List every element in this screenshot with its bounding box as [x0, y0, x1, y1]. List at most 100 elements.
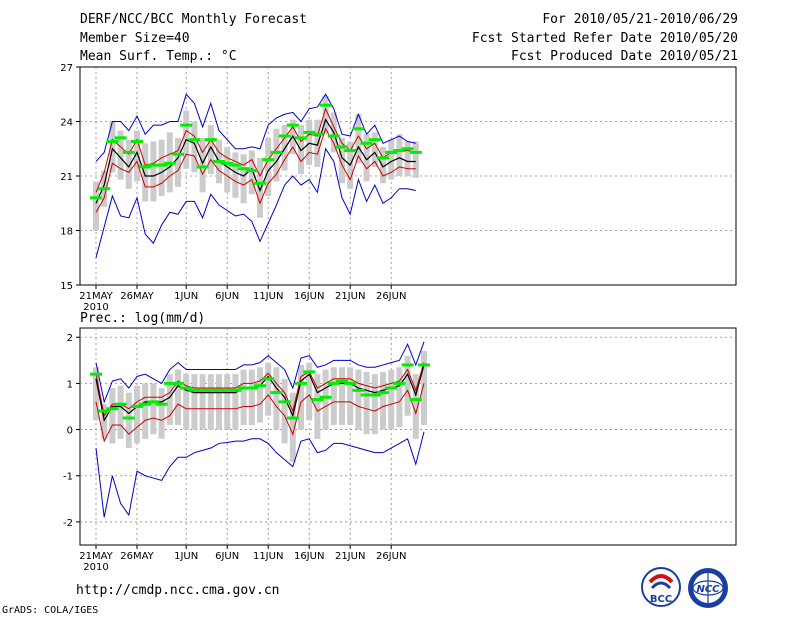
- spread-box: [142, 383, 149, 439]
- spread-box: [134, 130, 140, 182]
- x-tick-label: 21JUN: [335, 551, 365, 562]
- spread-box: [257, 157, 263, 218]
- spread-box: [125, 392, 132, 449]
- obs-marker: [98, 409, 111, 413]
- spread-box: [371, 374, 378, 435]
- obs-marker: [262, 377, 275, 381]
- spread-box: [339, 367, 345, 425]
- spread-box: [175, 369, 181, 425]
- spread-box: [363, 134, 370, 182]
- spread-box: [257, 367, 263, 423]
- obs-marker: [147, 163, 160, 167]
- max-line: [95, 93, 416, 162]
- y-tick-label: -2: [63, 518, 73, 529]
- spread-box: [158, 139, 165, 196]
- precip-panel-label: Prec.: log(mm/d): [80, 311, 206, 326]
- obs-marker: [311, 132, 324, 136]
- obs-marker: [221, 388, 234, 392]
- spread-box: [158, 388, 165, 439]
- obs-marker: [122, 416, 135, 420]
- obs-marker: [254, 181, 266, 185]
- x-tick-label: 16JUN: [294, 291, 324, 302]
- spread-box: [363, 371, 370, 435]
- start-date: Fcst Started Refer Date 2010/05/20: [471, 31, 738, 46]
- obs-marker: [344, 149, 357, 153]
- spread-box: [248, 369, 255, 425]
- obs-marker: [180, 386, 193, 390]
- min-line: [95, 431, 425, 518]
- spread-box: [150, 141, 157, 202]
- obs-marker: [180, 123, 193, 127]
- ncc-logo-text: NCC: [696, 584, 720, 595]
- x-tick-label: 11JUN: [253, 291, 283, 302]
- spread-box: [109, 388, 116, 444]
- obs-marker: [106, 407, 119, 411]
- grads-credit: GrADS: COLA/IGES: [2, 605, 99, 616]
- obs-marker: [352, 127, 365, 131]
- spread-box: [380, 146, 386, 184]
- spread-box: [109, 121, 116, 173]
- mean-line: [95, 118, 416, 204]
- y-tick-label: 1: [67, 379, 73, 390]
- spread-box: [355, 114, 362, 164]
- obs-marker: [131, 404, 143, 408]
- spread-box: [371, 132, 378, 167]
- obs-marker: [278, 400, 291, 404]
- spread-box: [339, 137, 345, 184]
- x-tick-label: 21JUN: [335, 291, 365, 302]
- obs-marker: [229, 388, 242, 392]
- spread-box: [298, 364, 304, 430]
- spread-box: [175, 137, 181, 187]
- lower-line: [95, 383, 425, 443]
- lower-line: [95, 127, 416, 213]
- ncc-logo: NCC: [688, 568, 728, 608]
- produced-date: Fcst Produced Date 2010/05/21: [511, 49, 738, 64]
- bcc-logo-text: BCC: [650, 594, 672, 605]
- obs-marker: [139, 402, 152, 406]
- x-tick-label: 26JUN: [376, 551, 406, 562]
- obs-marker: [409, 150, 422, 154]
- spread-box: [125, 139, 132, 189]
- spread-box: [142, 143, 149, 202]
- obs-marker: [360, 141, 373, 145]
- spread-box: [404, 141, 411, 176]
- variable-label: Mean Surf. Temp.: °C: [80, 49, 237, 64]
- obs-marker: [327, 134, 340, 138]
- obs-marker: [122, 150, 135, 154]
- spread-box: [265, 362, 272, 416]
- x-tick-label: 21MAY: [79, 551, 113, 562]
- spread-box: [224, 146, 231, 193]
- obs-marker: [90, 372, 102, 376]
- x-tick-label: 6JUN: [215, 291, 239, 302]
- obs-marker: [352, 388, 365, 392]
- spread-box: [224, 374, 231, 430]
- spread-box: [240, 154, 247, 204]
- y-tick-label: 24: [60, 118, 73, 129]
- x-year-label: 2010: [83, 302, 108, 313]
- obs-marker: [213, 388, 225, 392]
- spread-box: [183, 374, 190, 430]
- spread-box: [322, 96, 329, 135]
- obs-marker: [336, 379, 348, 383]
- panel-precipitation: -2 -1 0 1 2 21MAY 26MAY 1JUN 6JUN 11JUN 16JUN 21JUN…: [63, 327, 737, 573]
- obs-marker: [131, 139, 143, 143]
- x-tick-label: 1JUN: [174, 291, 198, 302]
- spread-box: [412, 374, 419, 439]
- bcc-logo: BCC: [641, 567, 681, 607]
- spread-box: [191, 374, 198, 430]
- obs-marker: [254, 384, 266, 388]
- source-url[interactable]: http://cmdp.ncc.cma.gov.cn: [76, 583, 280, 598]
- obs-marker: [196, 165, 209, 169]
- spread-box: [265, 137, 272, 196]
- obs-marker: [196, 388, 209, 392]
- y-tick-label: 0: [67, 426, 73, 437]
- spread-box: [289, 392, 296, 462]
- obs-marker: [377, 156, 389, 160]
- obs-marker: [393, 381, 406, 385]
- obs-marker: [295, 381, 307, 385]
- spread-box: [93, 181, 99, 231]
- obs-marker: [286, 123, 299, 127]
- obs-marker: [360, 393, 373, 397]
- obs-marker: [90, 196, 102, 200]
